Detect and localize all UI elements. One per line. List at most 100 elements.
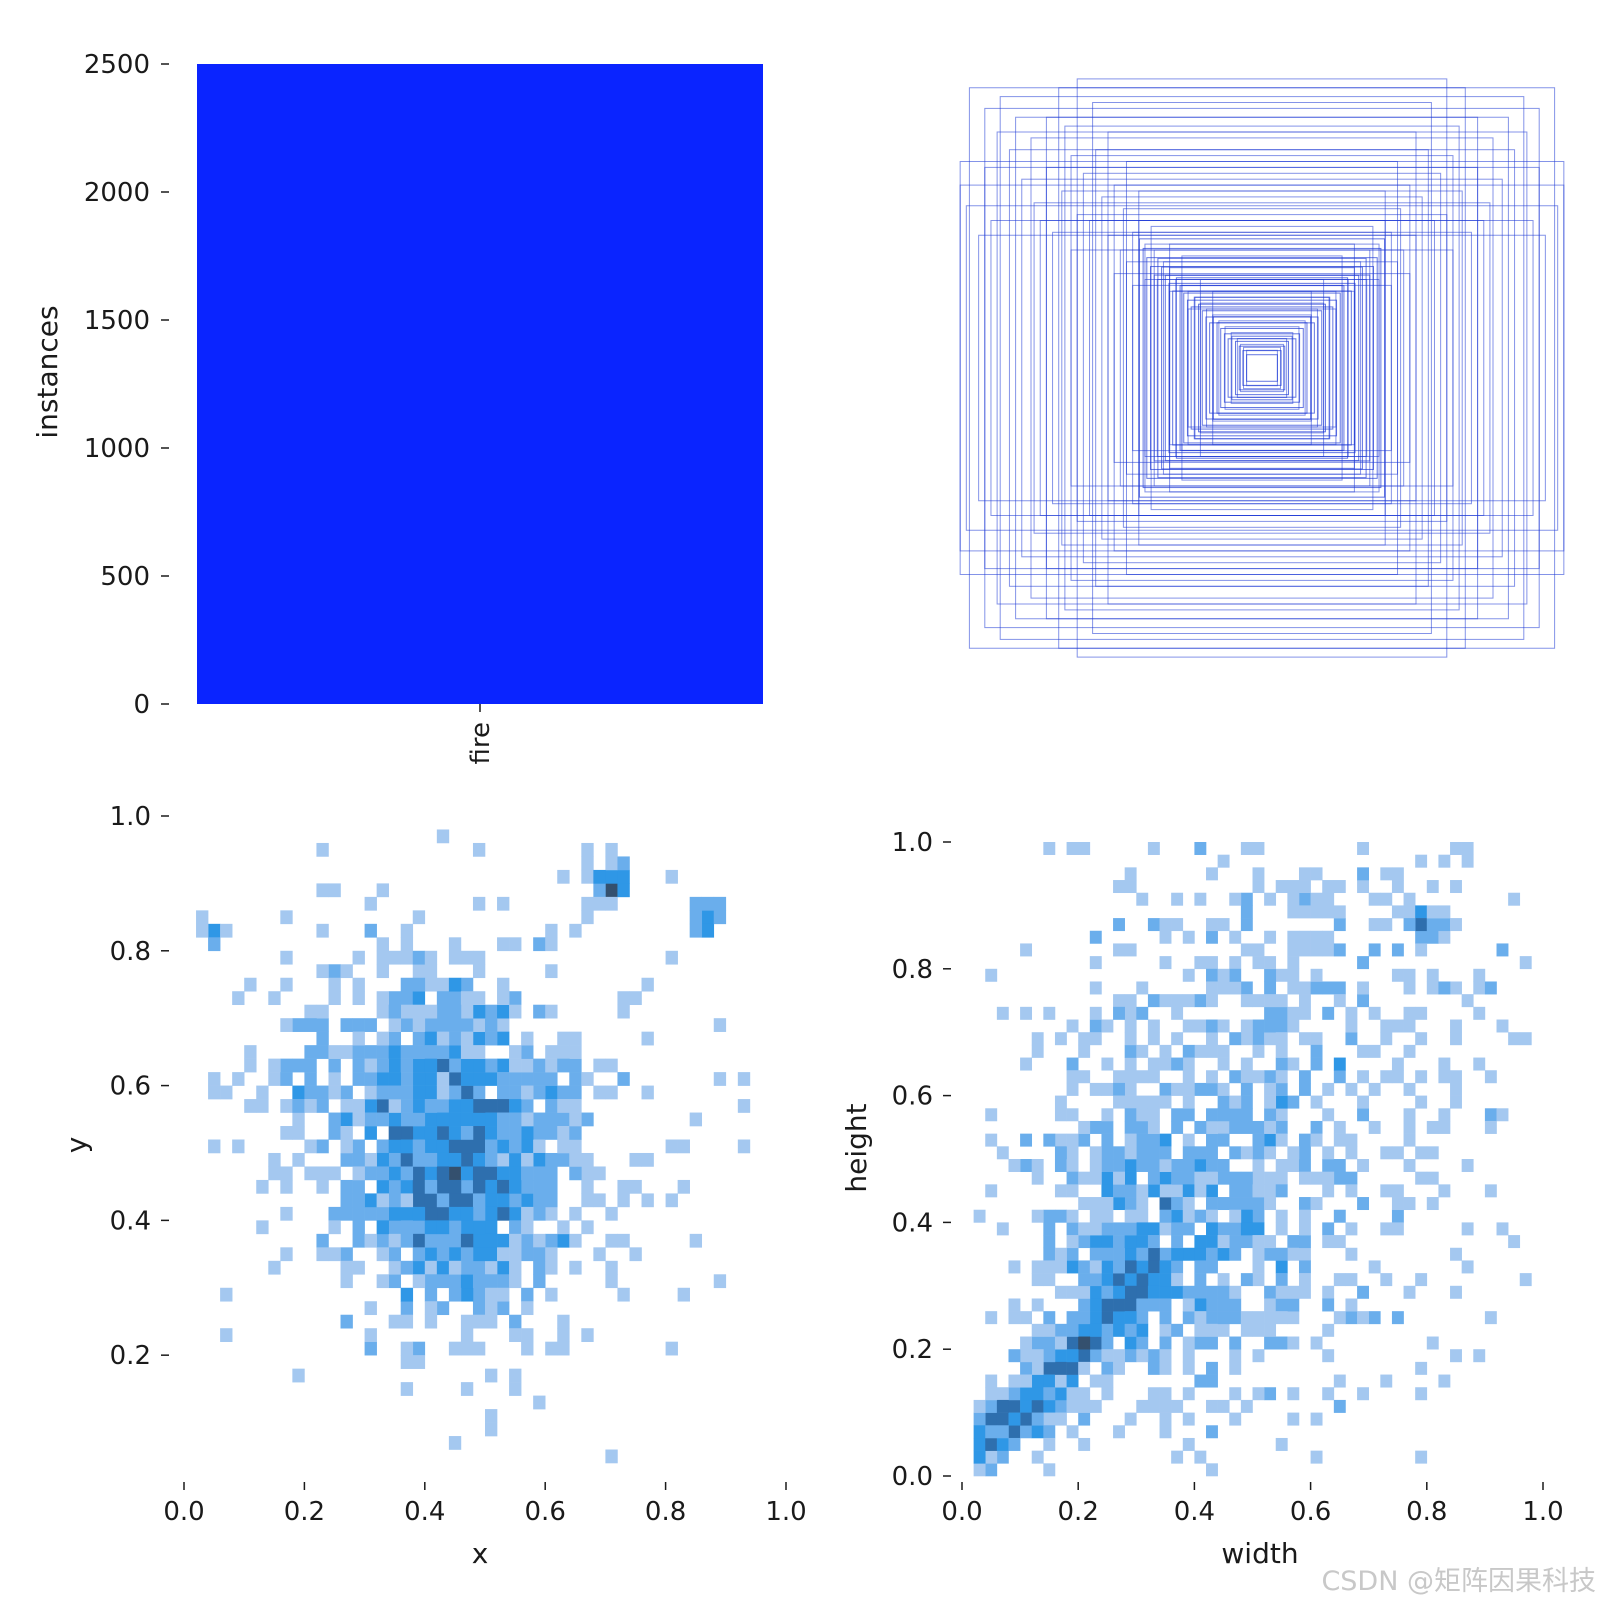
heatmap-cell xyxy=(256,1179,269,1194)
heatmap-cell xyxy=(1345,1171,1358,1185)
heatmap-cell xyxy=(1182,1171,1195,1185)
heatmap-cell xyxy=(485,1112,498,1127)
heatmap-cell xyxy=(424,1099,438,1113)
heatmap-cell xyxy=(352,1233,365,1248)
heatmap-cell xyxy=(509,1368,522,1383)
heatmap-cell xyxy=(328,1058,341,1073)
heatmap-cell xyxy=(208,1139,221,1154)
bounding-box xyxy=(996,131,1528,605)
heatmap-cell xyxy=(1171,1247,1184,1261)
heatmap-cell xyxy=(521,1179,534,1194)
heatmap-cell xyxy=(352,1072,365,1086)
heatmap-cell xyxy=(364,1152,377,1167)
heatmap-cell xyxy=(1147,1171,1160,1185)
heatmap-cell xyxy=(460,1220,474,1235)
heatmap-cell xyxy=(1229,930,1242,944)
heatmap-cell xyxy=(497,1179,510,1194)
heatmap-cell xyxy=(1194,1273,1207,1287)
heatmap-cell xyxy=(605,1233,618,1248)
heatmap-cell xyxy=(497,1112,510,1127)
heatmap-cell xyxy=(1287,1159,1300,1172)
heatmap-cell xyxy=(1194,1044,1207,1058)
heatmap-cell xyxy=(1008,1412,1021,1426)
heatmap-cell xyxy=(1066,1184,1079,1198)
heatmap-cell xyxy=(1229,1412,1242,1426)
heatmap-cell xyxy=(1089,1019,1102,1033)
heatmap-cell xyxy=(1252,1222,1265,1236)
heatmap-cell xyxy=(485,1260,498,1275)
heatmap-cell xyxy=(1206,867,1218,881)
heatmap-cell xyxy=(472,1233,486,1248)
heatmap-cell xyxy=(1066,1133,1079,1147)
heatmap-cell xyxy=(1194,1336,1207,1350)
heatmap-cell xyxy=(400,1341,414,1356)
heatmap-cell xyxy=(1124,1120,1137,1134)
heatmap-cell xyxy=(1171,1082,1184,1096)
heatmap-cell xyxy=(472,1018,486,1032)
heatmap-cell xyxy=(352,1220,365,1235)
bounding-box xyxy=(1212,290,1312,446)
heatmap-cell xyxy=(388,1314,402,1329)
heatmap-cell xyxy=(1240,1108,1253,1122)
heatmap-cell xyxy=(436,1139,450,1154)
heatmap-cell xyxy=(352,1058,365,1073)
heatmap-cell xyxy=(1101,1374,1114,1388)
heatmap-cell xyxy=(1043,1133,1056,1147)
heatmap-cell xyxy=(448,1099,462,1113)
heatmap-cell xyxy=(985,1374,998,1388)
heatmap-cell xyxy=(1240,1311,1253,1325)
heatmap-cell xyxy=(388,1220,402,1235)
heatmap-cell xyxy=(412,1045,426,1059)
heatmap-cell xyxy=(485,1368,498,1383)
heatmap-cell xyxy=(364,1058,377,1073)
x-tick-label: 0.2 xyxy=(284,1497,325,1527)
heatmap-cell xyxy=(1054,1209,1067,1223)
heatmap-cell xyxy=(737,1072,751,1086)
heatmap-cell xyxy=(352,1018,365,1032)
heatmap-cell xyxy=(316,1139,329,1154)
heatmap-cell xyxy=(1229,1095,1242,1109)
heatmap-cell xyxy=(376,1058,389,1073)
heatmap-cell xyxy=(1136,1285,1149,1299)
heatmap-cell xyxy=(1368,1082,1381,1096)
heatmap-cell xyxy=(1217,1057,1230,1071)
heatmap-cell xyxy=(605,842,618,857)
heatmap-cell xyxy=(1031,1159,1044,1172)
heatmap-cell xyxy=(400,1260,414,1275)
x-tick-label: 0.0 xyxy=(941,1497,982,1527)
heatmap-cell xyxy=(424,1206,438,1221)
heatmap-cell xyxy=(436,1260,450,1275)
heatmap-cell xyxy=(1391,943,1404,957)
heatmap-cell xyxy=(400,1018,414,1032)
heatmap-cell xyxy=(448,1085,462,1100)
heatmap-cell xyxy=(388,1045,402,1059)
heatmap-cell xyxy=(485,1166,498,1181)
heatmap-cell xyxy=(1264,1133,1277,1147)
heatmap-cell xyxy=(1357,1311,1369,1325)
heatmap-cell xyxy=(412,1355,426,1369)
heatmap-cell xyxy=(412,1072,426,1086)
heatmap-cell xyxy=(521,1247,534,1262)
heatmap-cell xyxy=(1194,1247,1207,1261)
heatmap-cell xyxy=(1298,994,1311,1008)
heatmap-cell xyxy=(400,1193,414,1208)
heatmap-cell xyxy=(460,1166,474,1181)
bounding-box xyxy=(1045,116,1479,620)
heatmap-cell xyxy=(1450,1095,1462,1109)
heatmap-cell xyxy=(521,1031,534,1046)
heatmap-cell xyxy=(1159,1209,1172,1223)
heatmap-cell xyxy=(1345,1006,1358,1020)
heatmap-cell xyxy=(1206,1044,1218,1058)
heatmap-cell xyxy=(1194,1260,1207,1274)
heatmap-cell xyxy=(460,1018,474,1032)
heatmap-cell xyxy=(1287,1006,1300,1020)
heatmap-cell xyxy=(364,1193,377,1208)
heatmap-cell xyxy=(1391,968,1404,982)
heatmap-cell xyxy=(1252,1159,1265,1172)
heatmap-cell xyxy=(497,1166,510,1181)
heatmap-cell xyxy=(436,1031,450,1046)
bounding-box xyxy=(1235,340,1289,396)
heatmap-cell xyxy=(412,950,426,965)
heatmap-cell xyxy=(497,1139,510,1154)
heatmap-cell xyxy=(1298,1273,1311,1287)
